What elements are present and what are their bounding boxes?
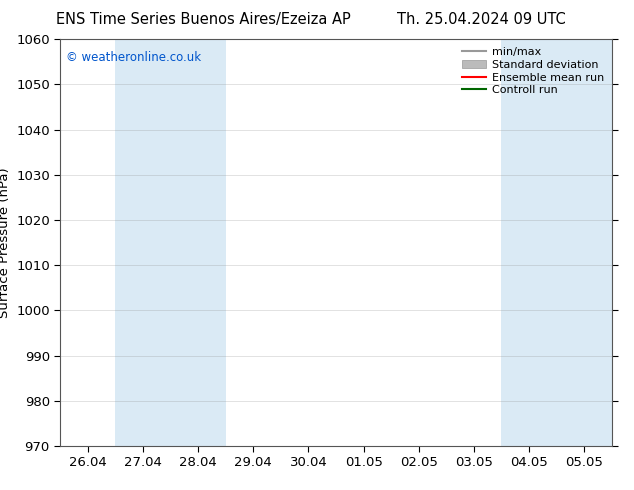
Text: © weatheronline.co.uk: © weatheronline.co.uk — [66, 51, 201, 64]
Text: Th. 25.04.2024 09 UTC: Th. 25.04.2024 09 UTC — [398, 12, 566, 27]
Legend: min/max, Standard deviation, Ensemble mean run, Controll run: min/max, Standard deviation, Ensemble me… — [457, 43, 609, 100]
Y-axis label: Surface Pressure (hPa): Surface Pressure (hPa) — [0, 167, 11, 318]
Bar — [501, 39, 612, 446]
Bar — [115, 39, 226, 446]
Text: ENS Time Series Buenos Aires/Ezeiza AP: ENS Time Series Buenos Aires/Ezeiza AP — [56, 12, 350, 27]
